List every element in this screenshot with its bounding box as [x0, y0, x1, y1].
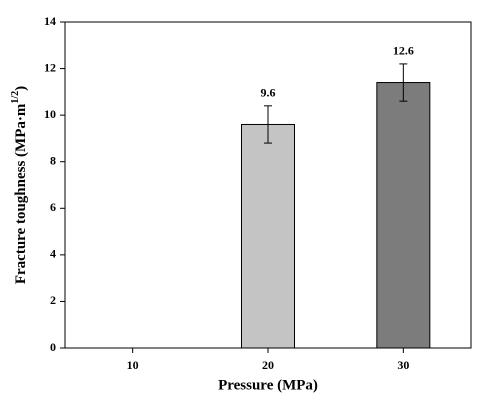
x-tick-label: 10 — [127, 358, 139, 372]
data-label: 9.6 — [261, 86, 276, 100]
y-axis-title-main: Fracture toughness (MPa·m — [13, 103, 29, 284]
bar — [376, 82, 431, 349]
y-tick-label: 8 — [50, 153, 56, 167]
data-label: 12.6 — [393, 44, 414, 58]
y-tick-label: 14 — [44, 14, 56, 28]
bar — [241, 123, 295, 349]
y-tick-label: 10 — [44, 107, 56, 121]
x-tick-label: 30 — [397, 358, 409, 372]
y-axis-title-end: ) — [13, 86, 29, 91]
y-tick-label: 6 — [50, 200, 56, 214]
y-tick-label: 2 — [50, 293, 56, 307]
x-tick-label: 20 — [262, 358, 274, 372]
y-axis-title-sup: 1/2 — [10, 91, 21, 104]
y-axis-title: Fracture toughness (MPa·m1/2) — [10, 86, 29, 284]
y-tick-label: 12 — [44, 60, 56, 74]
y-tick-label: 4 — [50, 247, 56, 261]
x-axis-title: Pressure (MPa) — [218, 377, 318, 393]
y-tick-label: 0 — [50, 340, 56, 354]
